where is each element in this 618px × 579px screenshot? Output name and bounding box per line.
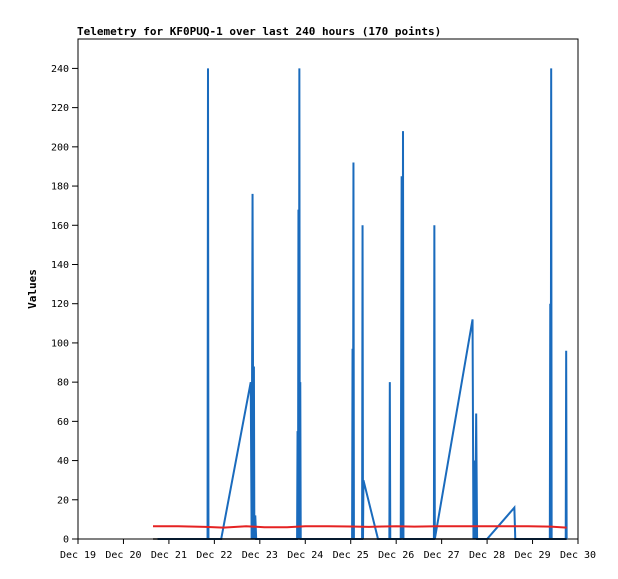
x-tick-label: Dec 29	[514, 550, 550, 561]
chart-title: Telemetry for KF0PUQ-1 over last 240 hou…	[77, 25, 441, 38]
y-axis: 0 20 40 60 80 100 120 140 160 180 200 220 240	[51, 64, 78, 546]
series-line-1	[157, 68, 568, 540]
y-tick-label: 220	[51, 103, 69, 114]
x-tick-label: Dec 19	[60, 550, 96, 561]
series-line-2	[153, 525, 567, 529]
x-tick-label: Dec 27	[424, 550, 460, 561]
y-tick-label: 20	[57, 495, 69, 506]
x-tick-label: Dec 25	[333, 550, 369, 561]
x-tick-label: Dec 21	[151, 550, 187, 561]
x-tick-label: Dec 23	[242, 550, 278, 561]
y-tick-label: 180	[51, 182, 69, 193]
x-tick-label: Dec 28	[469, 550, 505, 561]
y-tick-label: 240	[51, 64, 69, 75]
y-tick-label: 0	[63, 535, 69, 546]
x-tick-label: Dec 22	[196, 550, 232, 561]
y-tick-label: 80	[57, 378, 69, 389]
x-tick-label: Dec 30	[560, 550, 596, 561]
y-tick-label: 140	[51, 260, 69, 271]
y-tick-label: 200	[51, 142, 69, 153]
x-tick-label: Dec 26	[378, 550, 414, 561]
y-tick-label: 100	[51, 338, 69, 349]
y-tick-label: 40	[57, 456, 69, 467]
series-layer	[153, 68, 568, 540]
plot-area	[77, 38, 579, 540]
x-axis: Dec 19 Dec 20 Dec 21 Dec 22 Dec 23 Dec 24 Dec …	[60, 539, 596, 561]
x-tick-label: Dec 20	[105, 550, 141, 561]
y-axis-label: Values	[26, 269, 39, 309]
y-tick-label: 60	[57, 417, 69, 428]
y-tick-label: 160	[51, 221, 69, 232]
y-tick-label: 120	[51, 299, 69, 310]
x-tick-label: Dec 24	[287, 550, 323, 561]
